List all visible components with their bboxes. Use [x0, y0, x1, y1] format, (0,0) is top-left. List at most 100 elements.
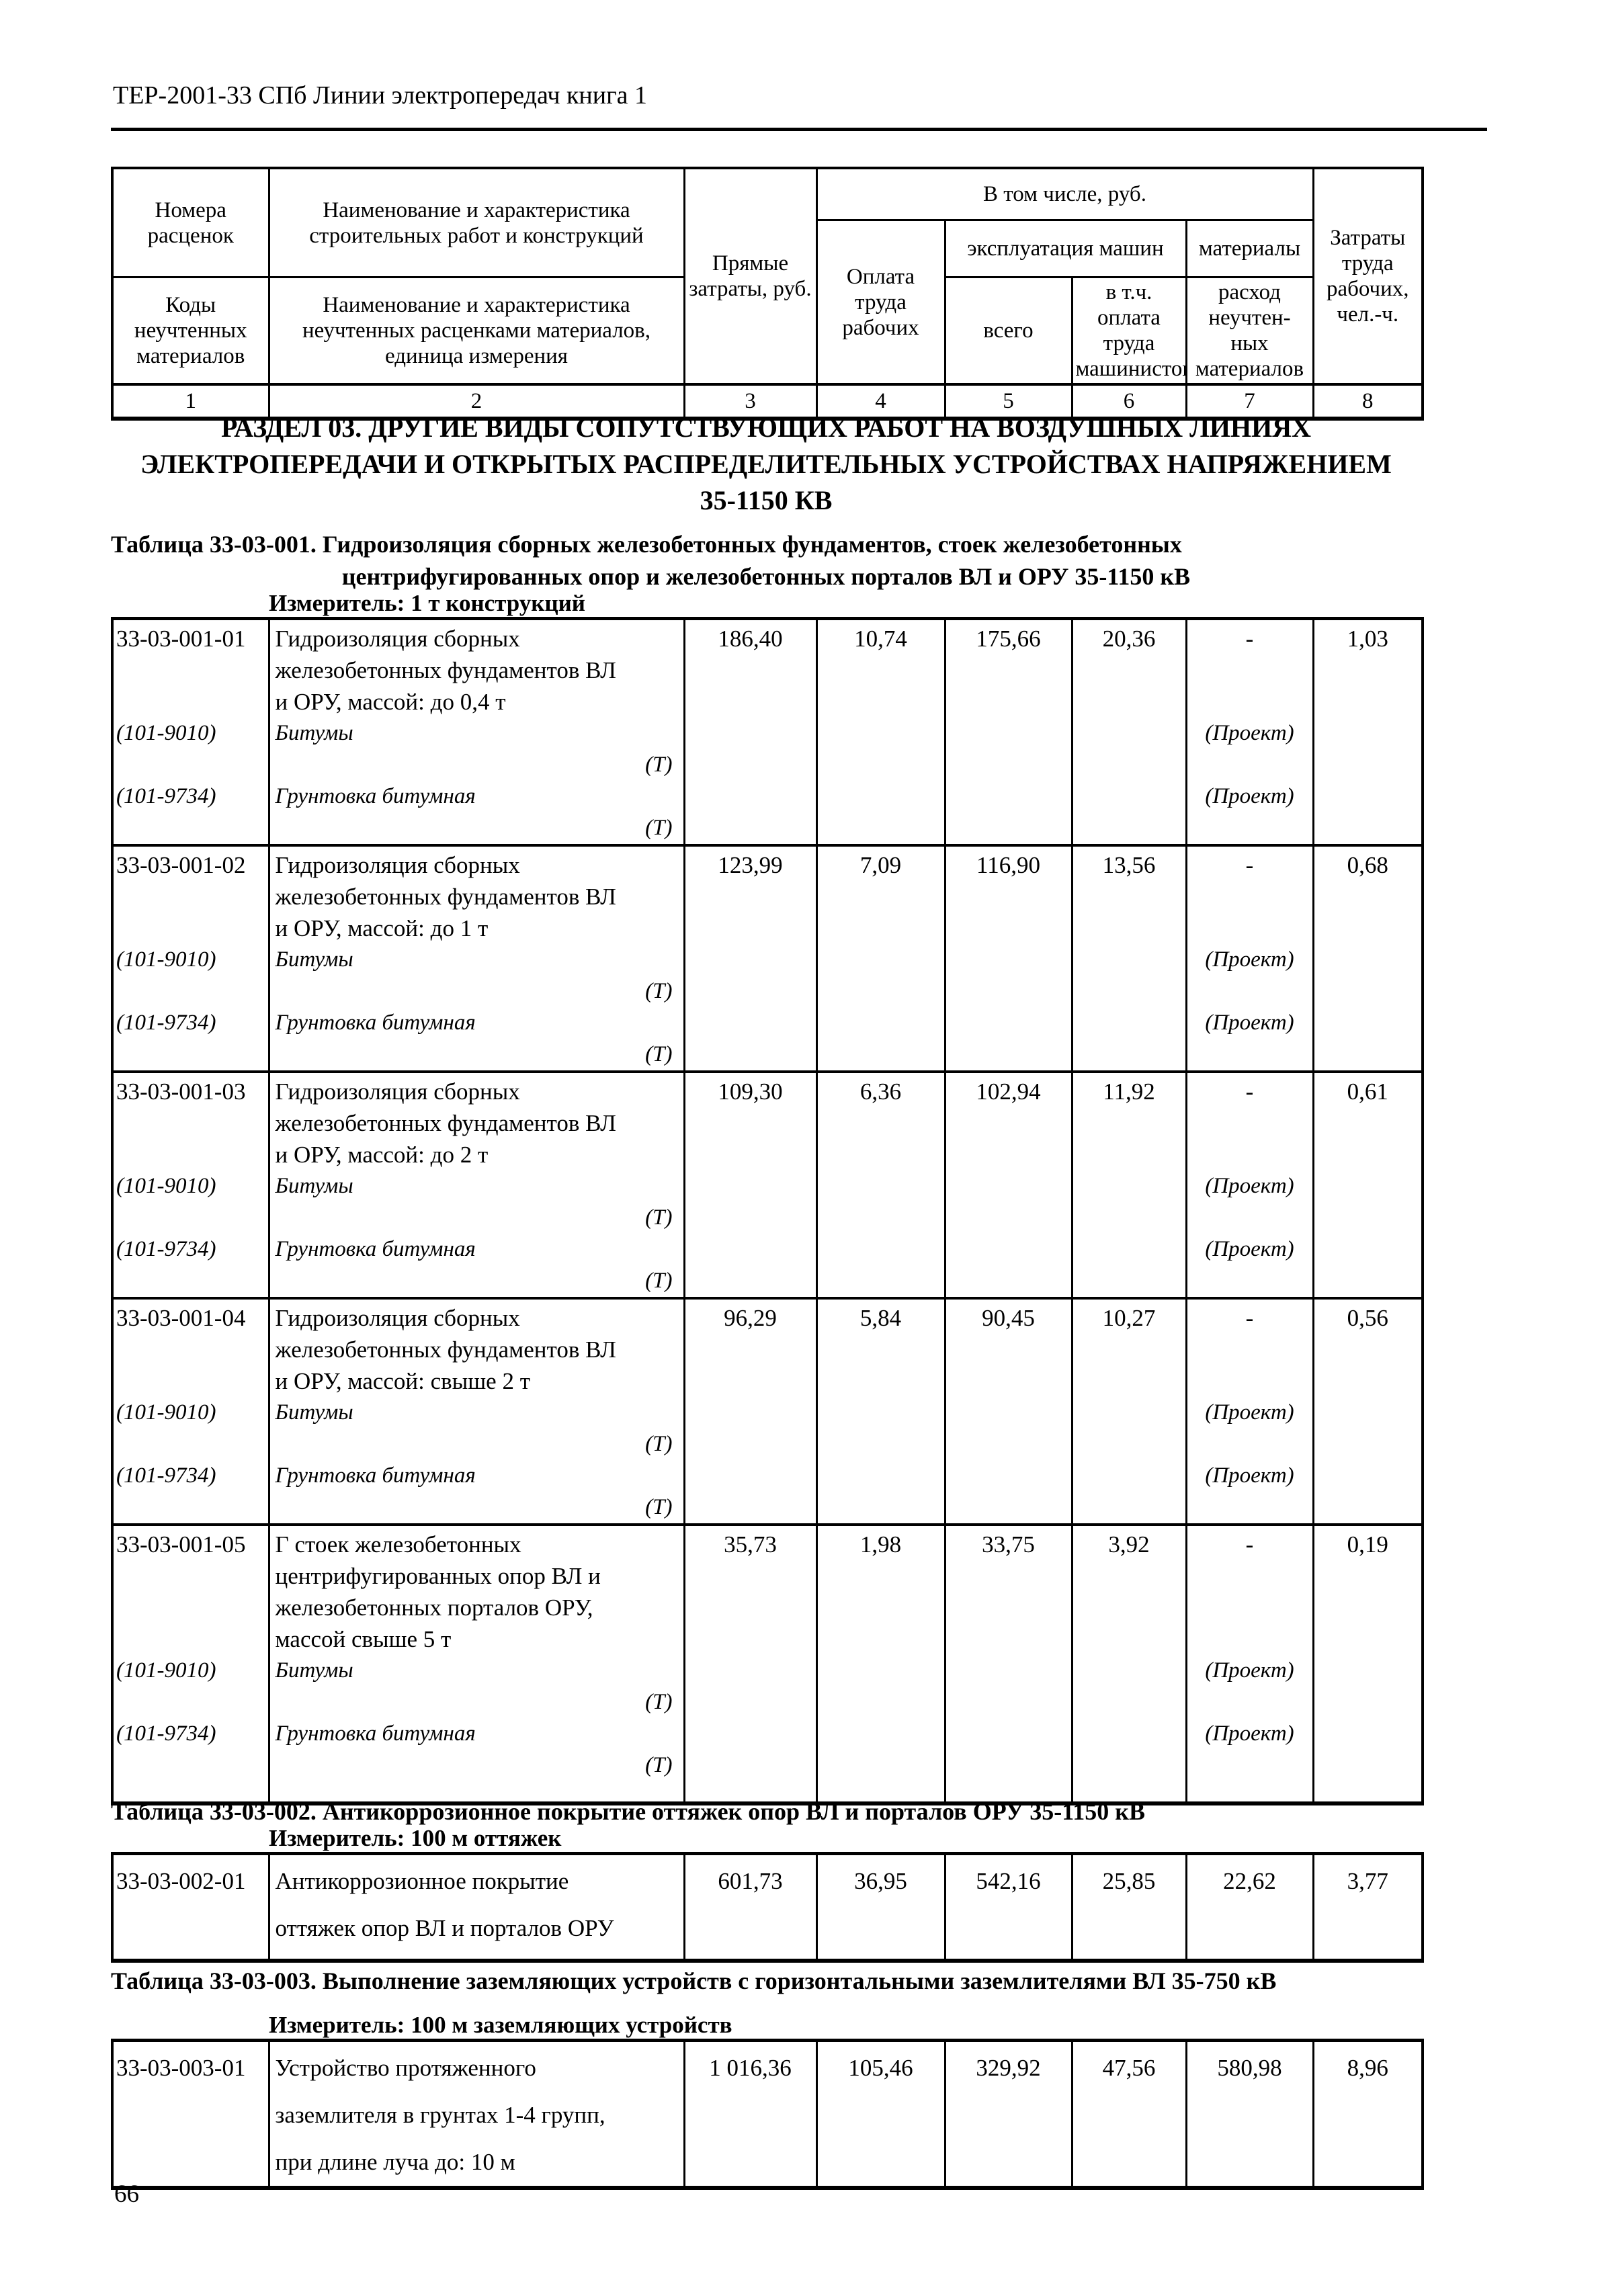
rate-col-3: 601,73	[683, 1853, 818, 1961]
spacer-line	[686, 1265, 814, 1297]
spacer-line	[818, 1397, 943, 1429]
spacer-line	[1188, 1334, 1311, 1365]
spacer-line	[1074, 1592, 1184, 1623]
rate-col-4: 105,46	[815, 2040, 946, 2188]
spacer-line	[1315, 1171, 1421, 1202]
spacer-line	[686, 1718, 814, 1750]
spacer-line	[686, 912, 814, 944]
column-number: 8	[1312, 383, 1424, 420]
value: 105,46	[848, 2055, 913, 2081]
spacer-line	[114, 1139, 267, 1171]
spacer-line	[686, 1397, 814, 1429]
material-consumption: (Проект)	[1205, 1658, 1294, 1683]
spacer-line	[947, 881, 1070, 912]
rate-col-6: 11,92	[1070, 1070, 1187, 1298]
value: 1,98	[859, 1531, 902, 1558]
spacer-line	[1315, 749, 1421, 781]
spacer-line	[1074, 718, 1184, 749]
rate-block-row: 33-03-001-01 (101-9010) (101-9734) Гидроизо…	[111, 618, 1424, 845]
spacer-line	[114, 1905, 267, 1952]
spacer-line	[1074, 944, 1184, 976]
rate-code: 33-03-001-01	[116, 626, 246, 652]
spacer-line	[1315, 1460, 1421, 1492]
rate-col-4: 5,84	[815, 1297, 946, 1525]
spacer-line	[1315, 718, 1421, 749]
value: 7,09	[859, 852, 902, 878]
value: 3,92	[1108, 1531, 1150, 1558]
rate-col-2: Г стоек железобетонных центрифугированных…	[267, 1523, 685, 1803]
column-number: 6	[1070, 383, 1187, 420]
spacer-line	[818, 1687, 943, 1718]
spacer-line	[947, 1460, 1070, 1492]
table-title-line: центрифугированных опор и железобетонных…	[341, 563, 1191, 590]
rate-col-5: 329,92	[943, 2040, 1073, 2188]
rate-block-row: 33-03-001-04 (101-9010) (101-9734) Гидроизо…	[111, 1297, 1424, 1525]
material-code: (101-9734)	[116, 1011, 216, 1035]
rate-table-33-03-002: 33-03-002-01 Антикоррозионное покрытие отт…	[111, 1852, 1424, 1963]
spacer-line	[114, 1560, 267, 1592]
header-cell-including: В том числе, руб.	[815, 167, 1314, 221]
rate-block-row: 33-03-003-01 Устройство протяженного зазем…	[111, 2040, 1424, 2188]
value: -	[1245, 1078, 1254, 1105]
material-code: (101-9010)	[116, 947, 216, 972]
value: 10,27	[1102, 1305, 1156, 1331]
spacer-line	[1074, 749, 1184, 781]
material-name: Битумы	[275, 721, 353, 745]
spacer-line	[818, 1429, 943, 1460]
spacer-line	[947, 1007, 1070, 1039]
material-name: Битумы	[275, 1400, 353, 1425]
spacer-line	[947, 1265, 1070, 1297]
rate-col-8: 0,61	[1312, 1070, 1424, 1298]
rate-table-header: Номера расценок Наименование и характери…	[111, 167, 1425, 421]
material-code: (101-9010)	[116, 1174, 216, 1198]
spacer-line	[818, 1560, 943, 1592]
rate-code: 33-03-001-05	[116, 1531, 246, 1558]
rate-col-8: 0,19	[1312, 1523, 1424, 1803]
spacer-line	[1315, 1139, 1421, 1171]
rate-col-5: 90,45	[943, 1297, 1073, 1525]
rate-col-3: 123,99	[683, 844, 818, 1072]
spacer-line	[947, 1750, 1070, 1781]
spacer-line	[947, 2092, 1070, 2139]
spacer-line	[686, 654, 814, 686]
rate-col-8: 8,96	[1312, 2040, 1424, 2188]
description-line: Гидроизоляция сборных	[275, 1305, 520, 1331]
rate-col-7: - (Проект) (Проект)	[1185, 844, 1314, 1072]
value: 5,84	[859, 1305, 902, 1331]
spacer-line	[818, 1265, 943, 1297]
spacer-line	[818, 1107, 943, 1139]
rate-col-6: 25,85	[1070, 1853, 1187, 1961]
spacer-line	[818, 686, 943, 718]
spacer-line	[686, 1592, 814, 1623]
value: 0,56	[1347, 1305, 1388, 1331]
rate-code: 33-03-001-02	[116, 852, 246, 878]
spacer-line	[1074, 1560, 1184, 1592]
rate-col-8: 0,56	[1312, 1297, 1424, 1525]
rate-col-2: Гидроизоляция сборных железобетонных фунд…	[267, 618, 685, 845]
rate-col-6: 20,36	[1070, 618, 1187, 845]
value: 123,99	[718, 852, 783, 878]
spacer-line	[1074, 654, 1184, 686]
spacer-line	[1074, 1655, 1184, 1687]
spacer-line	[1074, 1750, 1184, 1781]
rate-block-row: 33-03-001-02 (101-9010) (101-9734) Гидроизо…	[111, 844, 1424, 1072]
spacer-line	[1315, 881, 1421, 912]
spacer-line	[818, 1202, 943, 1234]
spacer-line	[686, 976, 814, 1007]
description-line: и ОРУ, массой: до 0,4 т	[275, 689, 506, 715]
spacer-line	[686, 1171, 814, 1202]
material-consumption: (Проект)	[1205, 947, 1294, 972]
spacer-line	[947, 1492, 1070, 1523]
material-unit: (Т)	[645, 1432, 673, 1456]
rate-col-4: 10,74	[815, 618, 946, 845]
rate-table: 33-03-001-01 (101-9010) (101-9734) Гидроизо…	[111, 617, 1424, 1805]
description-line: Гидроизоляция сборных	[275, 626, 520, 652]
spacer-line	[818, 654, 943, 686]
value: 1 016,36	[709, 2055, 792, 2081]
rate-block-row: 33-03-002-01 Антикоррозионное покрытие отт…	[111, 1853, 1424, 1961]
spacer-line	[1315, 1655, 1421, 1687]
spacer-line	[818, 881, 943, 912]
spacer-line	[1315, 1718, 1421, 1750]
spacer-line	[1074, 1265, 1184, 1297]
spacer-line	[947, 1623, 1070, 1655]
